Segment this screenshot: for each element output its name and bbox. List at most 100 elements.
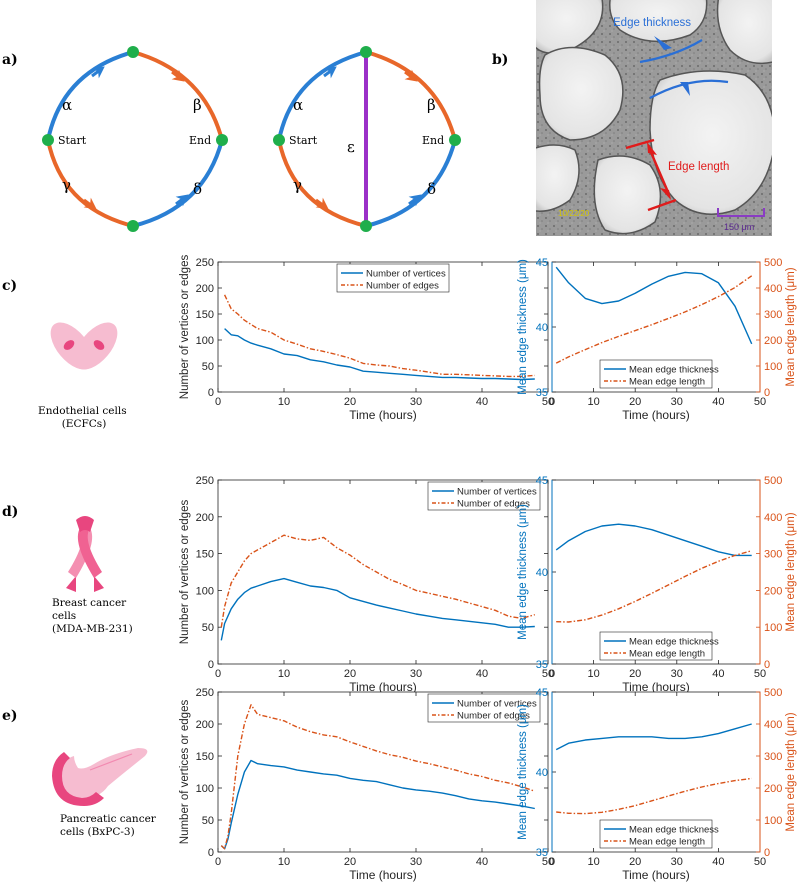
x-tick-label: 0 — [215, 668, 221, 680]
y-axis-label: Mean edge thickness (μm) — [517, 504, 529, 640]
label-beta: β — [427, 96, 436, 114]
y2-tick-label: 200 — [764, 783, 782, 795]
x-axis-label: Time (hours) — [349, 408, 417, 422]
x-tick-label: 40 — [712, 396, 724, 408]
x-axis-label: Time (hours) — [622, 868, 690, 882]
node-end — [216, 134, 228, 146]
label-beta: β — [193, 96, 202, 114]
y2-tick-label: 100 — [764, 815, 782, 827]
edge-alpha — [277, 50, 367, 141]
panel-label-e: e) — [2, 708, 18, 724]
edge-length-marker — [647, 198, 677, 212]
y2-tick-label: 100 — [764, 622, 782, 634]
x-tick-label: 20 — [629, 668, 641, 680]
y-tick-label: 100 — [196, 783, 214, 795]
arrow-icon — [680, 82, 690, 96]
y2-axis-label: Mean edge length (μm) — [785, 712, 797, 831]
edge-length-arrow — [648, 149, 670, 193]
x-tick-label: 0 — [215, 396, 221, 408]
edge-gamma — [277, 139, 367, 228]
panel-label-d: d) — [2, 504, 18, 520]
y-tick-label: 150 — [196, 751, 214, 763]
plot-area — [217, 479, 549, 665]
x-tick-label: 10 — [278, 668, 290, 680]
y-axis-label: Mean edge thickness (μm) — [517, 704, 529, 840]
legend-label: Number of vertices — [457, 699, 537, 710]
y-tick-label: 100 — [196, 335, 214, 347]
y-tick-label: 45 — [536, 687, 548, 699]
y2-tick-label: 300 — [764, 751, 782, 763]
arrow-icon — [323, 66, 337, 79]
legend-label: Number of edges — [366, 281, 439, 292]
x-tick-label: 30 — [410, 396, 422, 408]
y-tick-label: 45 — [536, 475, 548, 487]
node-top — [360, 46, 372, 58]
row-label-line: (ECFCs) — [62, 418, 107, 430]
y2-tick-label: 200 — [764, 335, 782, 347]
x-axis-label: Time (hours) — [349, 868, 417, 882]
y-axis-label: Number of vertices or edges — [179, 700, 191, 845]
y-tick-label: 250 — [196, 475, 214, 487]
legend-label: Mean edge length — [629, 377, 705, 388]
arrow-icon — [408, 194, 422, 207]
y2-tick-label: 0 — [764, 659, 770, 671]
y2-tick-label: 0 — [764, 847, 770, 859]
y-tick-label: 40 — [536, 567, 548, 579]
y-axis-label: Mean edge thickness (μm) — [517, 259, 529, 395]
row-label-line: Breast cancer — [52, 597, 127, 609]
edge-thickness-curve — [639, 39, 703, 64]
y-tick-label: 40 — [536, 322, 548, 334]
series-line-primary — [555, 523, 752, 557]
x-tick-label: 50 — [754, 668, 766, 680]
graph-diagram-left: α β γ δ Start End — [42, 46, 228, 232]
series-line-primary — [224, 328, 535, 381]
x-tick-label: 50 — [754, 396, 766, 408]
series-line-secondary — [556, 550, 752, 623]
legend-label: Mean edge thickness — [629, 825, 719, 836]
image-watermark: 10/22/20 — [558, 209, 590, 218]
edge-alpha — [46, 50, 134, 141]
node-end — [449, 134, 461, 146]
x-tick-label: 0 — [549, 668, 555, 680]
graph-diagram-right: α β γ δ ε Start End — [273, 46, 461, 232]
y2-tick-label: 500 — [764, 687, 782, 699]
y-tick-label: 40 — [536, 767, 548, 779]
y-axis-label: Number of vertices or edges — [179, 500, 191, 645]
y-tick-label: 50 — [202, 361, 214, 373]
label-epsilon: ε — [347, 138, 355, 156]
series-line-primary — [220, 577, 535, 641]
row-label-breast-cancer: Breast cancer cells (MDA-MB-231) — [52, 597, 133, 635]
y2-tick-label: 300 — [764, 309, 782, 321]
legend-box — [427, 481, 541, 511]
y2-tick-label: 400 — [764, 283, 782, 295]
y-tick-label: 250 — [196, 687, 214, 699]
arrow-icon — [654, 36, 672, 50]
label-start: Start — [289, 134, 318, 147]
x-tick-label: 10 — [278, 856, 290, 868]
label-end: End — [422, 134, 444, 147]
x-tick-label: 20 — [629, 856, 641, 868]
row-label-line: (MDA-MB-231) — [52, 623, 133, 635]
y-tick-label: 0 — [208, 659, 214, 671]
series-line-secondary — [555, 275, 753, 364]
y-tick-label: 35 — [536, 847, 548, 859]
scale-bar-label: 150 μm — [724, 222, 754, 232]
x-tick-label: 40 — [476, 396, 488, 408]
legend-label: Number of edges — [457, 499, 530, 510]
row-label-line: cells (BxPC-3) — [60, 826, 135, 838]
y2-tick-label: 300 — [764, 549, 782, 561]
y-tick-label: 100 — [196, 585, 214, 597]
x-tick-label: 30 — [671, 668, 683, 680]
arrow-icon — [404, 69, 418, 82]
y-tick-label: 150 — [196, 309, 214, 321]
x-tick-label: 40 — [712, 856, 724, 868]
node-start — [42, 134, 54, 146]
x-tick-label: 20 — [344, 668, 356, 680]
panel-label-c: c) — [2, 278, 17, 294]
x-tick-label: 0 — [215, 856, 221, 868]
y2-tick-label: 0 — [764, 387, 770, 399]
